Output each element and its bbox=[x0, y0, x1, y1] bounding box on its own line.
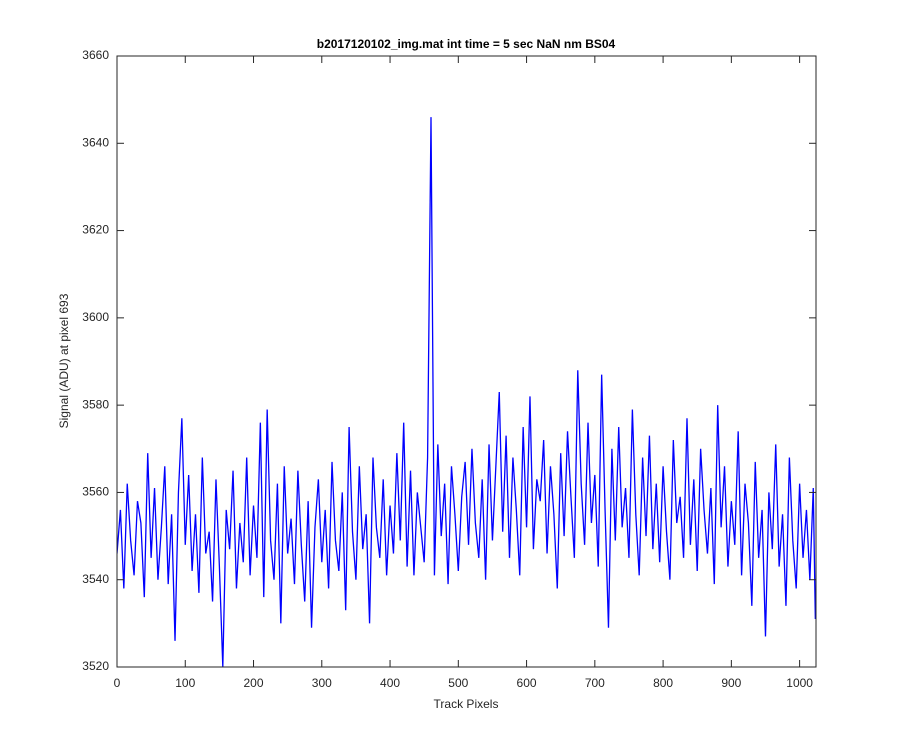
x-tick-label: 200 bbox=[244, 676, 264, 690]
x-tick-label: 800 bbox=[653, 676, 673, 690]
y-tick-label: 3520 bbox=[82, 659, 109, 673]
y-tick-label: 3600 bbox=[82, 310, 109, 324]
y-tick-label: 3620 bbox=[82, 223, 109, 237]
chart-title: b2017120102_img.mat int time = 5 sec NaN… bbox=[317, 37, 616, 51]
y-tick-label: 3640 bbox=[82, 135, 109, 149]
x-tick-label: 1000 bbox=[786, 676, 813, 690]
y-tick-label: 3560 bbox=[82, 485, 109, 499]
x-axis-label: Track Pixels bbox=[434, 697, 499, 711]
y-axis-label: Signal (ADU) at pixel 693 bbox=[57, 293, 71, 428]
y-tick-label: 3580 bbox=[82, 397, 109, 411]
y-tick-label: 3540 bbox=[82, 572, 109, 586]
y-tick-label: 3660 bbox=[82, 48, 109, 62]
x-tick-label: 100 bbox=[175, 676, 195, 690]
x-tick-label: 300 bbox=[312, 676, 332, 690]
x-tick-label: 900 bbox=[721, 676, 741, 690]
x-tick-label: 700 bbox=[585, 676, 605, 690]
x-tick-label: 400 bbox=[380, 676, 400, 690]
x-tick-label: 500 bbox=[448, 676, 468, 690]
x-tick-label: 600 bbox=[517, 676, 537, 690]
data-line bbox=[117, 117, 816, 668]
x-tick-label: 0 bbox=[114, 676, 121, 690]
axes-box bbox=[116, 55, 817, 668]
